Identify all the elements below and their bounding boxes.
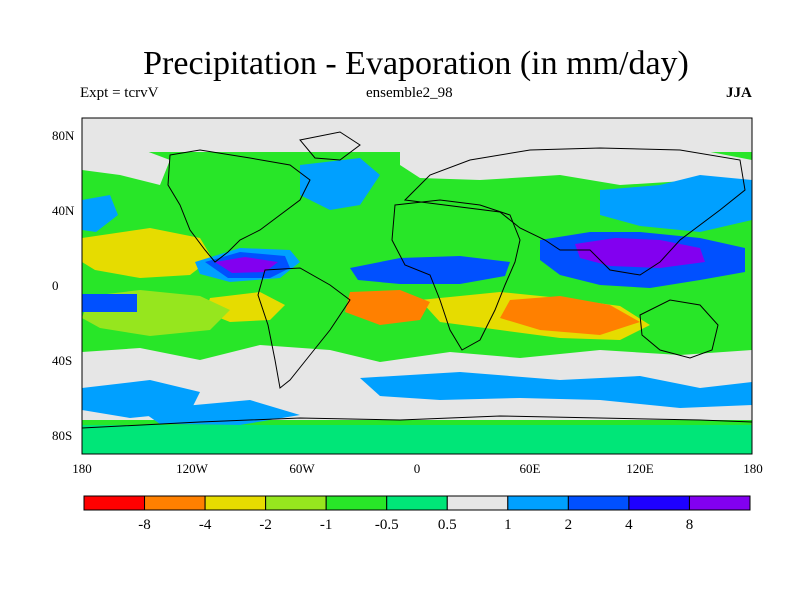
field-sio-orange <box>500 296 640 335</box>
field-natl-blue <box>300 158 380 210</box>
colorbar-bin <box>688 495 751 511</box>
coast-eurasia <box>403 147 746 276</box>
colorbar-tick-label: -2 <box>259 517 272 533</box>
coast-australia <box>639 299 719 359</box>
map-frame <box>81 117 753 455</box>
season-label: JJA <box>726 85 752 101</box>
colorbar-tick-label: -4 <box>198 517 212 533</box>
field-antarctic-green <box>82 425 752 454</box>
colorbar-bin <box>325 495 388 511</box>
colorbar-bin <box>144 495 206 511</box>
field-npac-blue-west <box>82 195 118 232</box>
experiment-label: Expt = tcrvV <box>80 85 159 101</box>
lat-label-80n: 80N <box>52 128 75 143</box>
lon-label-180w: 180 <box>72 461 92 476</box>
lon-label-60w: 60W <box>289 461 315 476</box>
colorbar-tick-label: -8 <box>138 517 151 533</box>
lat-label-40n: 40N <box>52 203 75 218</box>
field-nepac-grey <box>82 145 170 185</box>
lat-label-eq: 0 <box>52 278 59 293</box>
colorbar-tick-label: -0.5 <box>374 517 399 533</box>
colorbar-tick-label: 4 <box>625 517 633 533</box>
lat-label-40s: 40S <box>52 353 73 368</box>
colorbar-tick-label: -1 <box>319 517 333 533</box>
colorbar-bin <box>204 495 267 511</box>
field-so-blue-2 <box>140 400 300 425</box>
coast-greenland <box>299 131 361 161</box>
map-field <box>82 118 752 454</box>
map-title: Precipitation - Evaporation (in mm/day) <box>143 45 689 82</box>
lon-label-120e: 120E <box>626 461 654 476</box>
field-eurasia-grey <box>400 140 752 185</box>
field-epac-itcz-core <box>215 257 278 273</box>
colorbar-tick-label: 0.5 <box>437 517 457 533</box>
coast-south-america <box>257 267 351 389</box>
lon-label-60e: 60E <box>519 461 541 476</box>
field-satl-orange <box>345 290 430 325</box>
colorbar-bin <box>567 495 630 511</box>
colorbar-tick-label: 2 <box>564 517 573 533</box>
ensemble-label: ensemble2_98 <box>366 85 453 101</box>
colorbar-bin <box>386 495 448 511</box>
field-npac-yellow <box>82 228 212 278</box>
lon-label-0: 0 <box>413 461 421 476</box>
colorbar-tick-label: 8 <box>685 517 694 533</box>
coast-antarctica <box>82 415 752 429</box>
field-atl-africa-itcz <box>350 256 510 284</box>
colorbar-bin <box>265 495 327 511</box>
field-itcz-west-blue <box>82 294 137 312</box>
colorbar-bin <box>628 495 690 511</box>
coast-africa <box>391 199 521 351</box>
field-so-blue-3 <box>360 372 752 408</box>
coast-north-america <box>167 149 311 263</box>
coastlines <box>82 131 752 429</box>
lon-label-180e: 180 <box>743 461 763 476</box>
colorbar-bin <box>507 495 569 511</box>
field-monsoon-core <box>575 238 705 268</box>
colorbar-bin <box>446 495 509 511</box>
field-asia-blue <box>600 175 752 232</box>
lat-label-80s: 80S <box>52 428 73 443</box>
colorbar-bin <box>83 495 146 511</box>
colorbar-tick-label: 1 <box>504 517 512 533</box>
lon-label-120w: 120W <box>176 461 208 476</box>
